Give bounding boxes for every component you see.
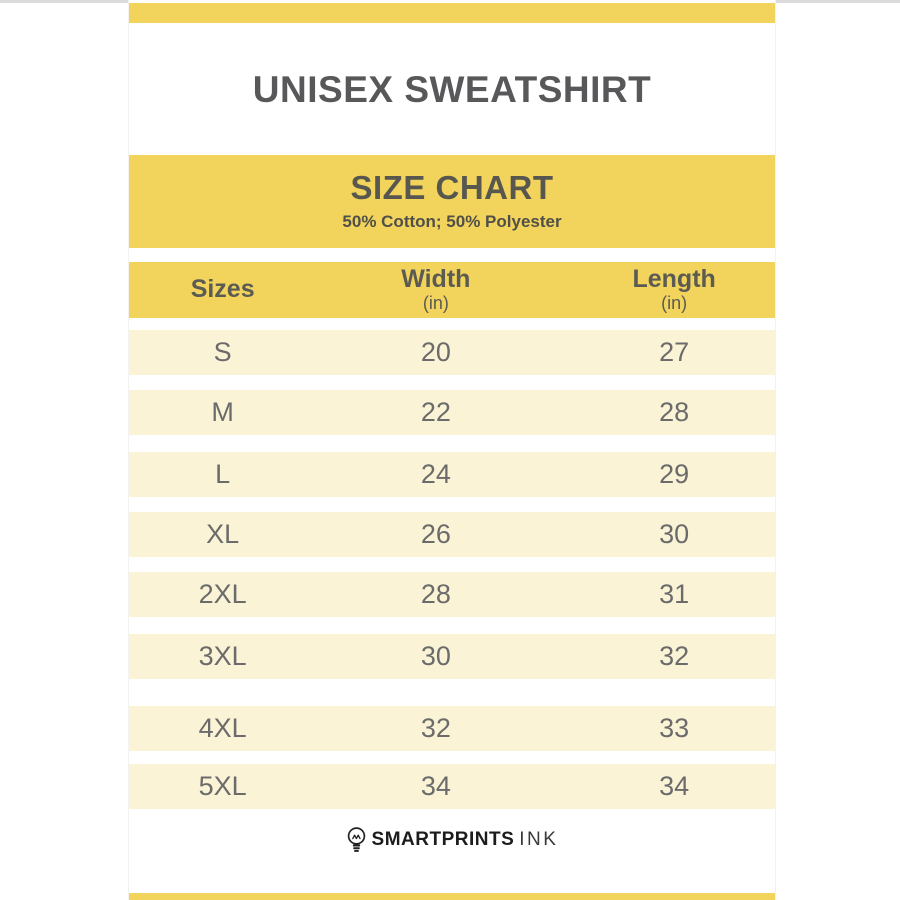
length-cell: 27 [659,337,690,367]
table-rows: S 20 27 M 22 28 L 24 29 XL 26 30 2XL 28 31 3XL 30 32 4XL 32… [129,330,775,809]
width-cell: 24 [420,459,451,489]
size-cell: S [213,337,232,367]
size-cell: M [211,397,234,427]
width-cell: 32 [420,713,451,743]
width-cell: 28 [420,579,451,609]
size-chart-banner: SIZE CHART 50% Cotton; 50% Polyester [129,155,775,248]
brand-name-bold: SMARTPRINTS [371,829,515,850]
length-cell: 31 [659,579,690,609]
size-cell: 2XL [198,579,247,609]
column-header-label: Length [632,265,716,294]
lightbulb-icon [347,827,365,852]
size-cell: XL [206,519,240,549]
page-title: UNISEX SWEATSHIRT [252,69,652,110]
column-header-sizes: Sizes [129,276,316,304]
fabric-composition-label: 50% Cotton; 50% Polyester [342,212,562,231]
width-cell: 30 [420,641,451,671]
table-row: 4XL 32 33 [129,706,775,751]
width-cell: 22 [420,397,451,427]
table-row: L 24 29 [129,452,775,497]
size-cell: 5XL [198,771,247,801]
size-cell: 4XL [198,713,247,743]
page-container: UNISEX SWEATSHIRT SIZE CHART 50% Cotton;… [128,0,776,900]
bottom-accent-bar [129,893,775,900]
table-row: 2XL 28 31 [129,572,775,617]
table-row: 5XL 34 34 [129,764,775,809]
table-row: 3XL 30 32 [129,634,775,679]
column-header-label: Sizes [190,275,255,304]
size-cell: 3XL [198,641,247,671]
brand-logo: SMARTPRINTS INK [129,826,775,854]
column-header-unit: (in) [422,292,449,313]
width-cell: 20 [420,337,451,367]
length-cell: 29 [659,459,690,489]
length-cell: 34 [659,771,690,801]
width-cell: 34 [420,771,451,801]
column-header-length: Length (in) [555,266,775,313]
length-cell: 32 [659,641,690,671]
column-header-label: Width [401,265,471,294]
length-cell: 28 [659,397,690,427]
top-accent-bar [129,3,775,23]
column-header-unit: (in) [661,292,688,313]
column-header-width: Width (in) [316,266,555,313]
table-header-row: Sizes Width (in) Length (in) [129,262,775,318]
size-chart-heading: SIZE CHART [350,169,554,206]
length-cell: 30 [659,519,690,549]
table-row: S 20 27 [129,330,775,375]
length-cell: 33 [659,713,690,743]
table-row: XL 26 30 [129,512,775,557]
table-row: M 22 28 [129,390,775,435]
brand-name-light: INK [519,829,559,850]
width-cell: 26 [420,519,451,549]
size-cell: L [215,459,231,489]
